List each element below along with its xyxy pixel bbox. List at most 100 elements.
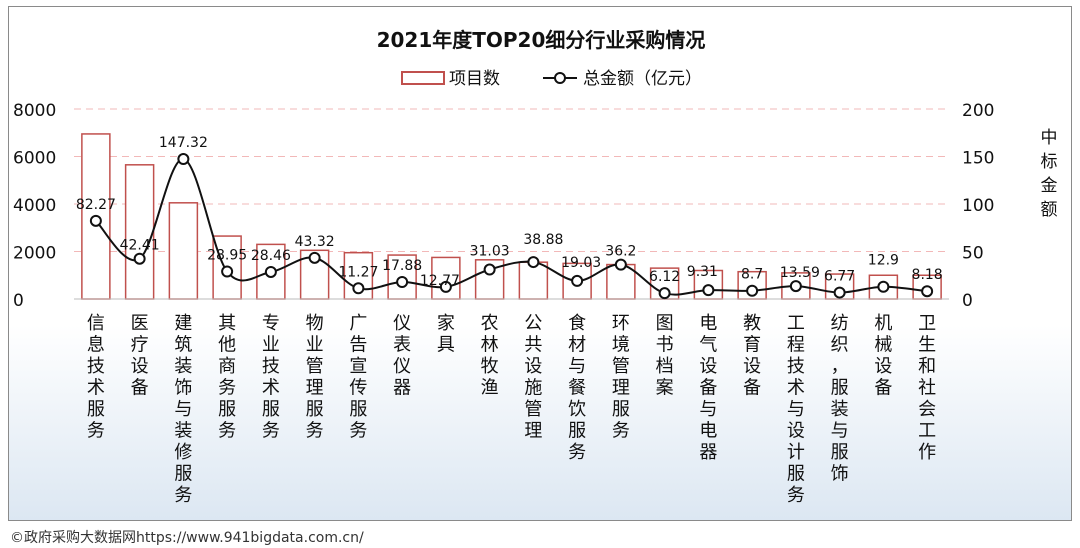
line-point [877, 280, 890, 293]
y-right-axis-label-char: 标 [1041, 152, 1058, 172]
line-point [308, 251, 321, 264]
x-tick-label-char: 饰 [174, 378, 192, 399]
x-tick-label-char: 林 [481, 335, 499, 356]
data-label: 8.18 [912, 267, 943, 283]
legend-bar-swatch [401, 71, 445, 85]
data-label: 28.95 [207, 247, 247, 263]
bar [824, 273, 855, 300]
y-right-tick-label: 150 [962, 149, 994, 169]
data-label: 43.32 [295, 234, 335, 250]
line-point [221, 265, 234, 278]
x-tick-label-char: 与 [174, 399, 192, 420]
y-left-tick-label: 8000 [13, 101, 56, 121]
x-tick-label-char: 理 [524, 421, 542, 442]
x-tick-label-char: 育 [743, 335, 761, 356]
x-tick-label-char: 服 [306, 399, 324, 420]
x-tick-label-char: 装 [174, 421, 192, 442]
x-tick-label-char: 饰 [831, 464, 849, 485]
chart-title: 2021年度TOP20细分行业采购情况 [377, 28, 706, 52]
data-label: 13.59 [780, 265, 820, 281]
x-tick-label-char: 饮 [568, 399, 586, 420]
x-tick-label-char: 务 [87, 421, 105, 442]
x-tick-label-char: 社 [918, 378, 936, 399]
x-tick-label-char: 务 [174, 485, 192, 506]
data-label: 12.77 [420, 273, 460, 289]
data-label: 31.03 [470, 244, 510, 260]
x-tick-label-char: 环 [612, 313, 630, 334]
x-tick-label-char: 备 [743, 378, 761, 399]
x-tick-label-char: 物 [306, 313, 324, 334]
data-label: 19.03 [561, 255, 601, 271]
x-tick-label-char: 建 [174, 313, 192, 334]
data-label: 11.27 [338, 264, 378, 280]
x-tick-label-char: 服 [87, 399, 105, 420]
data-label: 28.46 [251, 248, 291, 264]
x-tick-label-char: 设 [874, 356, 892, 377]
x-tick-label-char: 书 [656, 335, 674, 356]
line-point [264, 265, 277, 278]
x-tick-label-char: 宣 [349, 356, 367, 377]
x-tick-label-char: 服 [831, 378, 849, 399]
x-tick-label-char: 业 [262, 335, 280, 356]
x-tick-label-char: 服 [218, 399, 236, 420]
x-tick-label-char: 具 [437, 335, 455, 356]
line-point [658, 287, 671, 300]
x-tick-label-char: 档 [656, 356, 674, 377]
footer-source-text: ©政府采购大数据网https://www.941bigdata.com.cn/ [10, 530, 364, 546]
x-tick-label-char: 技 [262, 356, 280, 377]
line-point [89, 214, 102, 227]
x-tick-label-char: 术 [262, 378, 280, 399]
data-label: 147.32 [159, 135, 208, 151]
x-tick-label-char: 工 [787, 313, 805, 334]
x-tick-label-char: 专 [262, 313, 280, 334]
legend-line-label: 总金额（亿元） [583, 69, 702, 89]
x-tick-label-char: 备 [699, 378, 717, 399]
y-right-axis-label-char: 金 [1041, 176, 1058, 196]
x-tick-label-char: 备 [131, 378, 149, 399]
x-tick-label-char: 广 [349, 313, 367, 334]
x-tick-label-char: 管 [306, 356, 324, 377]
y-left-tick-label: 6000 [13, 149, 56, 169]
x-tick-label-char: 告 [349, 335, 367, 356]
x-tick-label-char: 设 [131, 356, 149, 377]
x-tick-label-char: 与 [699, 399, 717, 420]
legend-line-marker [554, 72, 566, 84]
x-tick-label-char: 服 [568, 421, 586, 442]
x-tick-label-char: 仪 [393, 313, 411, 334]
bar [518, 261, 549, 300]
data-label: 9.31 [687, 264, 718, 280]
x-tick-label-char: 术 [787, 378, 805, 399]
x-tick-label-char: 理 [612, 378, 630, 399]
x-tick-label-char: 仪 [393, 356, 411, 377]
x-tick-label-char: 计 [787, 442, 805, 463]
x-tick-label-char: 设 [787, 421, 805, 442]
x-tick-label-char: 器 [699, 442, 717, 463]
x-tick-label-char: 服 [612, 399, 630, 420]
x-tick-label-char: 电 [699, 421, 717, 442]
x-tick-label-char: 与 [831, 421, 849, 442]
x-tick-label-char: 服 [787, 464, 805, 485]
y-right-axis-label-char: 额 [1041, 200, 1058, 220]
x-tick-label-char: 渔 [481, 378, 499, 399]
line-point [352, 282, 365, 295]
x-tick-label-char: 装 [831, 399, 849, 420]
bar [124, 164, 155, 300]
x-tick-label-char: 家 [437, 313, 455, 334]
line-point [571, 274, 584, 287]
x-tick-label-char: 疗 [131, 335, 149, 356]
x-tick-label-char: 食 [568, 313, 586, 334]
line-point [746, 284, 759, 297]
x-tick-label-char: 服 [262, 399, 280, 420]
x-tick-label-char: 服 [349, 399, 367, 420]
y-right-tick-label: 100 [962, 196, 994, 216]
x-tick-label-char: 作 [918, 442, 936, 463]
x-tick-label-char: 务 [349, 421, 367, 442]
chart-frame: 2021年度TOP20细分行业采购情况 项目数 总金额（亿元） 0 2000 4000 60… [8, 6, 1072, 521]
x-tick-label-char: 案 [656, 378, 674, 399]
y-left-tick-label: 4000 [13, 196, 56, 216]
x-tick-label-char: 务 [218, 378, 236, 399]
x-tick-label-char: 装 [174, 356, 192, 377]
x-tick-label-char: 程 [787, 335, 805, 356]
x-tick-label-char: 与 [787, 399, 805, 420]
x-tick-label-char: 设 [743, 356, 761, 377]
